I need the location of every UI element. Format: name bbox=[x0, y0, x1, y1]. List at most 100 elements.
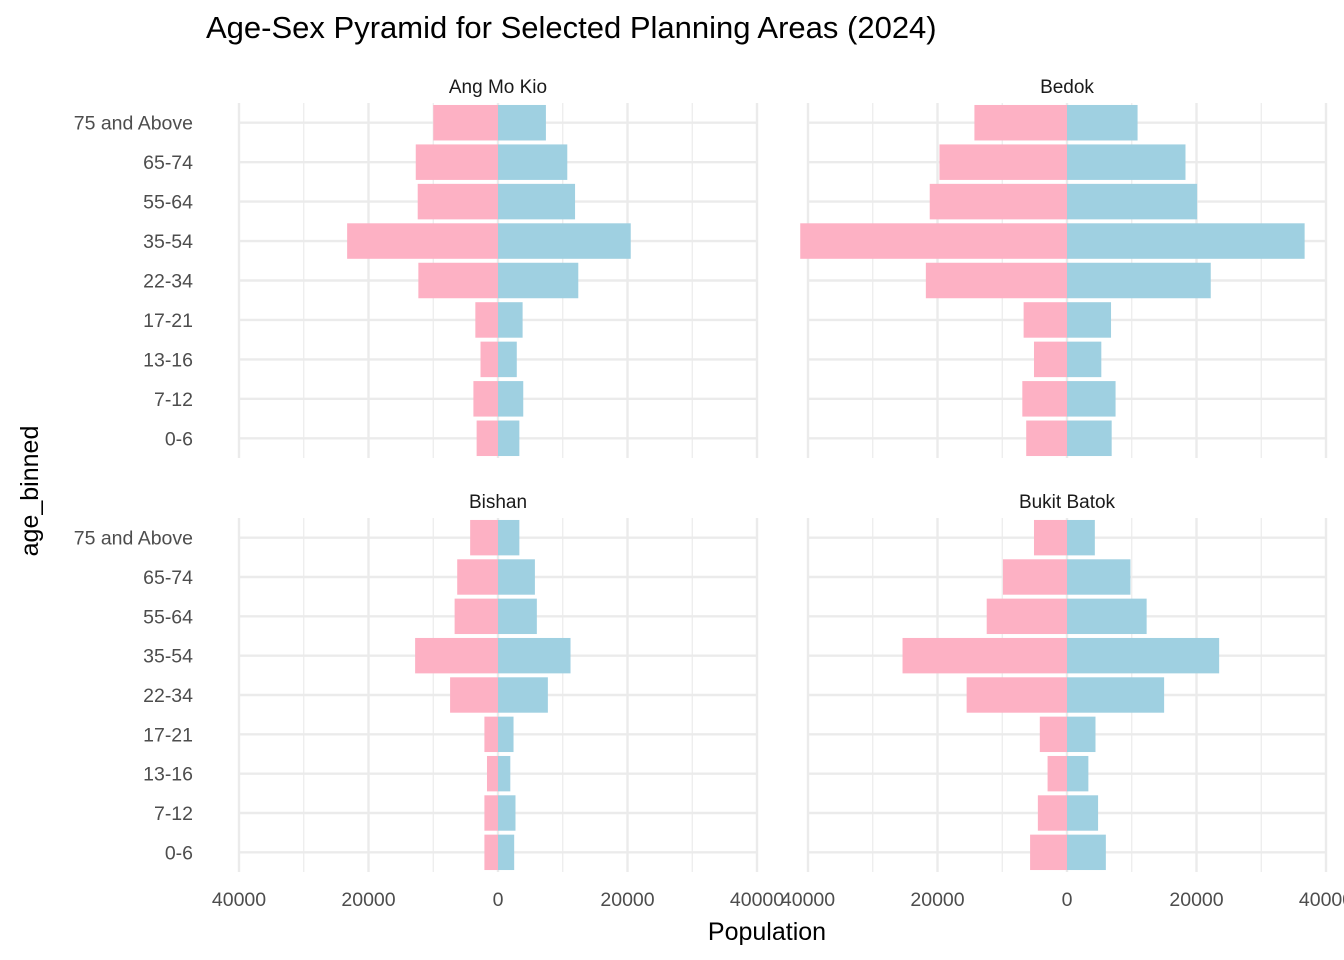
bar-female bbox=[476, 420, 498, 457]
y-tick-label: 75 and Above bbox=[74, 528, 193, 550]
y-tick-label: 55-64 bbox=[143, 192, 193, 214]
bar-male bbox=[498, 677, 548, 713]
y-tick-label: 65-74 bbox=[143, 567, 193, 589]
bar-male bbox=[498, 262, 579, 299]
bar-female bbox=[347, 223, 498, 259]
bar-female bbox=[1047, 755, 1067, 792]
bar-male bbox=[498, 144, 568, 180]
x-tick-label: 20000 bbox=[910, 889, 964, 911]
y-tick-label: 17-21 bbox=[143, 310, 193, 332]
x-tick-label: 40000 bbox=[1299, 889, 1344, 911]
bar-male bbox=[1067, 381, 1116, 417]
bar-male bbox=[1067, 637, 1220, 674]
x-tick-label: 20000 bbox=[1169, 889, 1223, 911]
bar-female bbox=[415, 637, 498, 674]
bar-male bbox=[498, 755, 511, 792]
bar-male bbox=[1067, 677, 1165, 713]
bar-female bbox=[1033, 519, 1067, 556]
bar-female bbox=[475, 302, 498, 338]
y-tick-label: 13-16 bbox=[143, 764, 193, 786]
bar-female bbox=[1030, 834, 1067, 871]
bar-female bbox=[484, 834, 498, 871]
y-tick-label: 35-54 bbox=[143, 646, 193, 668]
bar-male bbox=[1067, 795, 1099, 831]
facet-title: Bishan bbox=[469, 492, 527, 513]
bar-male bbox=[498, 519, 520, 556]
x-tick-label: 0 bbox=[1062, 889, 1073, 911]
x-tick-label: 0 bbox=[493, 889, 504, 911]
bar-female bbox=[1022, 381, 1067, 417]
y-tick-label: 7-12 bbox=[154, 389, 193, 411]
x-tick-label: 40000 bbox=[781, 889, 835, 911]
bar-male bbox=[498, 104, 546, 141]
y-tick-label: 55-64 bbox=[143, 606, 193, 628]
x-tick-label: 40000 bbox=[730, 889, 784, 911]
bar-female bbox=[1039, 716, 1067, 753]
bar-male bbox=[1067, 144, 1186, 180]
chart-title: Age-Sex Pyramid for Selected Planning Ar… bbox=[206, 10, 937, 45]
bar-female bbox=[929, 183, 1067, 220]
y-tick-label: 75 and Above bbox=[74, 113, 193, 135]
bar-male bbox=[1067, 755, 1089, 792]
x-tick-label: 40000 bbox=[212, 889, 266, 911]
bar-male bbox=[1067, 559, 1131, 595]
bar-male bbox=[1067, 834, 1106, 871]
bar-female bbox=[473, 381, 498, 417]
bar-male bbox=[498, 302, 523, 338]
bar-male bbox=[1067, 519, 1095, 556]
bar-female bbox=[484, 716, 498, 753]
bar-male bbox=[498, 834, 515, 871]
bar-female bbox=[450, 677, 498, 713]
y-tick-label: 0-6 bbox=[165, 428, 193, 450]
bar-female bbox=[902, 637, 1067, 674]
y-tick-label: 35-54 bbox=[143, 231, 193, 253]
x-axis-title: Population bbox=[708, 918, 826, 946]
y-tick-label: 7-12 bbox=[154, 803, 193, 825]
bar-female bbox=[480, 341, 498, 378]
facet-title: Ang Mo Kio bbox=[449, 77, 547, 98]
bar-female bbox=[966, 677, 1067, 713]
bar-female bbox=[417, 183, 498, 220]
bar-female bbox=[986, 598, 1067, 635]
bar-male bbox=[1067, 183, 1198, 220]
y-axis-title: age_binned bbox=[16, 426, 44, 557]
facet-title: Bedok bbox=[1040, 77, 1094, 98]
y-tick-label: 22-34 bbox=[143, 271, 193, 293]
bar-female bbox=[454, 598, 498, 635]
bar-male bbox=[498, 637, 571, 674]
bar-male bbox=[498, 559, 535, 595]
bar-female bbox=[418, 262, 498, 299]
bar-female bbox=[457, 559, 498, 595]
bar-female bbox=[1037, 795, 1067, 831]
bar-female bbox=[484, 795, 498, 831]
bar-female bbox=[925, 262, 1067, 299]
bar-female bbox=[1026, 420, 1067, 457]
y-tick-label: 13-16 bbox=[143, 349, 193, 371]
bar-male bbox=[1067, 223, 1305, 259]
y-tick-label: 22-34 bbox=[143, 685, 193, 707]
bar-female bbox=[486, 755, 498, 792]
bar-female bbox=[470, 519, 498, 556]
bar-female bbox=[1033, 341, 1067, 378]
y-tick-label: 0-6 bbox=[165, 842, 193, 864]
bar-male bbox=[1067, 716, 1096, 753]
bar-male bbox=[498, 420, 520, 457]
bar-female bbox=[1023, 302, 1067, 338]
y-tick-label: 65-74 bbox=[143, 152, 193, 174]
bar-female bbox=[433, 104, 498, 141]
bar-male bbox=[498, 183, 576, 220]
bar-male bbox=[498, 223, 631, 259]
bar-male bbox=[498, 341, 517, 378]
bar-male bbox=[498, 795, 516, 831]
bar-male bbox=[1067, 104, 1138, 141]
bar-male bbox=[498, 381, 524, 417]
bar-male bbox=[1067, 302, 1112, 338]
bar-male bbox=[1067, 598, 1147, 635]
bar-male bbox=[1067, 262, 1211, 299]
bar-female bbox=[1002, 559, 1067, 595]
bar-male bbox=[1067, 341, 1102, 378]
bar-male bbox=[498, 598, 537, 635]
bar-female bbox=[800, 223, 1067, 259]
y-tick-label: 17-21 bbox=[143, 724, 193, 746]
